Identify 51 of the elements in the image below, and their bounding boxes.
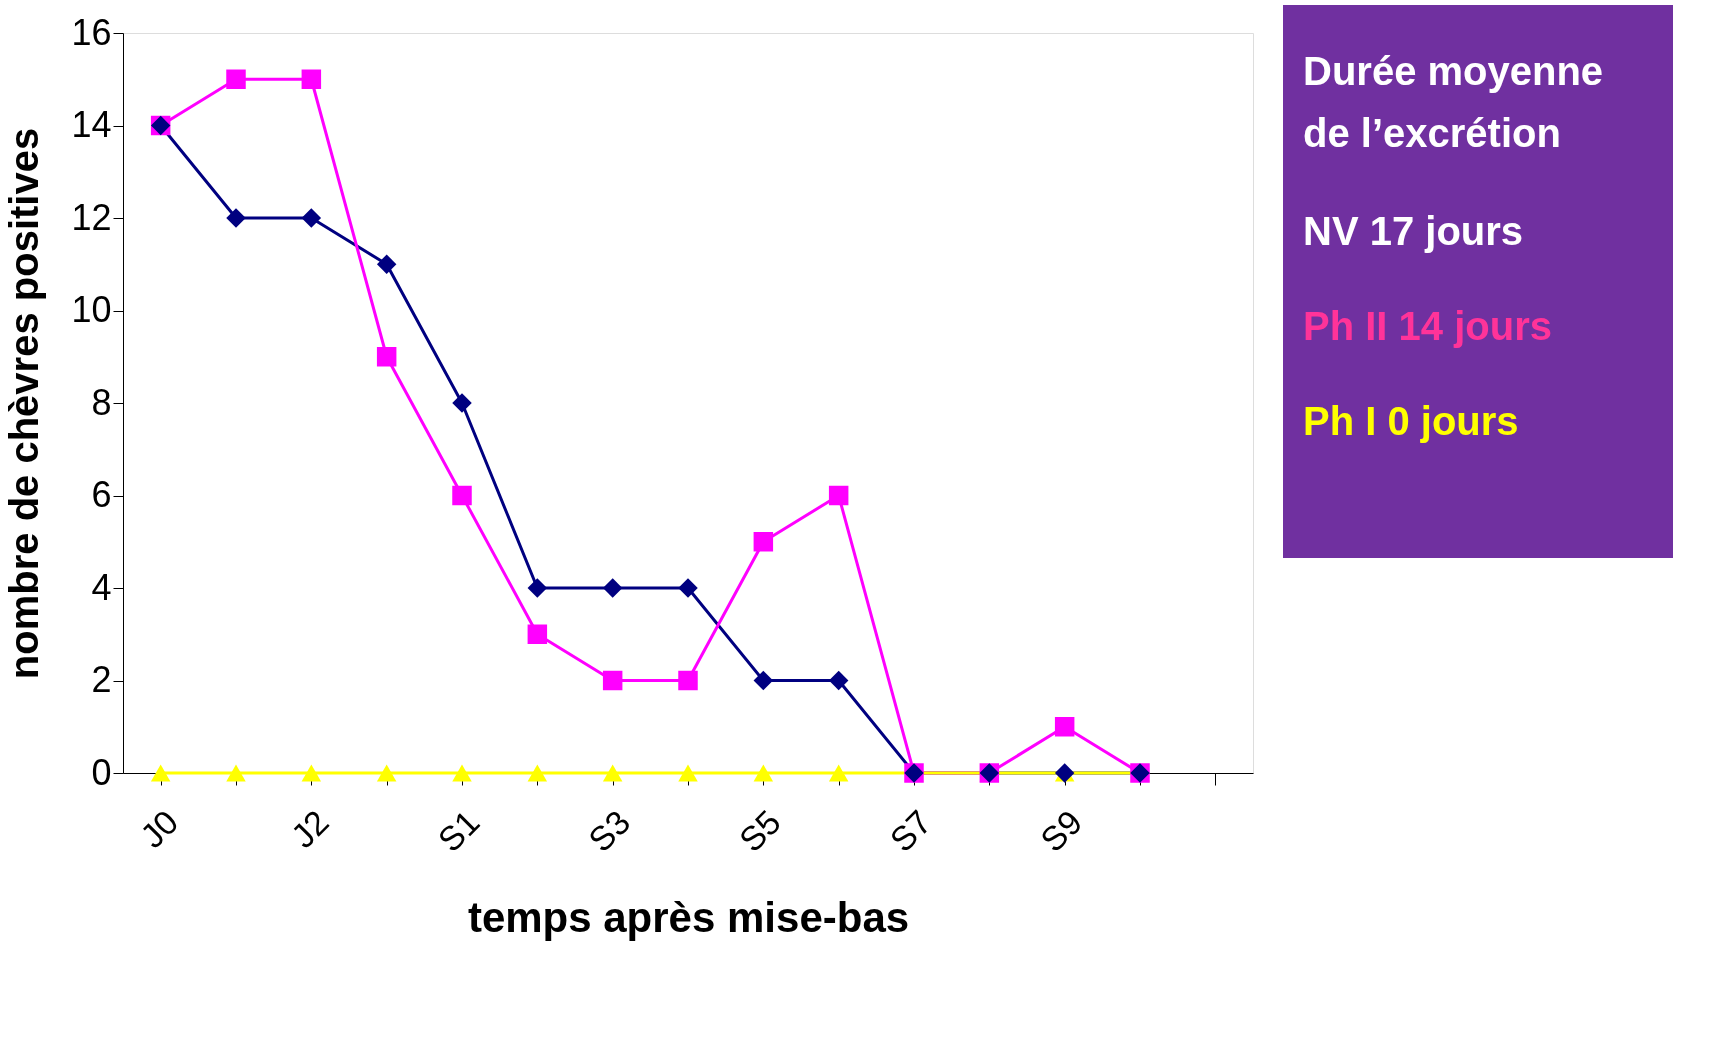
point <box>226 208 246 228</box>
point <box>527 764 548 782</box>
point <box>678 670 698 691</box>
point <box>527 624 548 644</box>
x-tick-label: J2 <box>283 802 336 855</box>
y-tick-label: 6 <box>91 474 112 515</box>
y-tick-label: 16 <box>71 11 112 53</box>
text: Ph II 14 jours <box>1303 304 1552 348</box>
point <box>678 578 698 598</box>
y-tick-label: 10 <box>71 289 112 330</box>
y-tick-label: 8 <box>91 381 112 423</box>
point <box>678 764 698 782</box>
point <box>150 764 171 782</box>
y-tick-label: 14 <box>71 104 112 145</box>
y-tick-label: 2 <box>91 659 112 700</box>
x-tick-label: S1 <box>430 802 487 859</box>
x-tick-label: J0 <box>132 802 186 855</box>
x-axis-title: temps après mise-bas <box>467 893 910 941</box>
point <box>753 670 774 691</box>
point <box>828 764 849 782</box>
text: Ph I 0 jours <box>1303 399 1519 443</box>
y-tick-label: 12 <box>71 196 112 238</box>
point <box>376 254 397 274</box>
point <box>452 485 472 506</box>
point <box>226 764 246 782</box>
point <box>452 764 472 782</box>
y-tick-label: 0 <box>91 751 112 793</box>
point <box>753 764 774 782</box>
point <box>376 764 397 782</box>
point <box>376 347 397 367</box>
point <box>602 764 623 782</box>
x-tick-label: S9 <box>1032 802 1090 859</box>
point <box>301 208 322 228</box>
point <box>301 69 322 89</box>
point <box>602 578 623 598</box>
y-axis-title: nombre de chèvres positives <box>2 127 47 680</box>
text: Durée moyenne de l’excrétion <box>1303 49 1604 155</box>
point <box>753 532 774 552</box>
point <box>226 69 246 89</box>
point <box>828 670 849 691</box>
point <box>828 485 849 506</box>
point <box>527 578 548 598</box>
x-tick-label: S3 <box>580 802 638 859</box>
y-tick-label: 4 <box>91 566 112 608</box>
point <box>452 393 472 413</box>
point <box>301 764 322 782</box>
x-tick-label: S5 <box>731 802 788 859</box>
point <box>1054 717 1075 737</box>
point <box>602 670 623 691</box>
text: NV 17 jours <box>1303 209 1524 253</box>
x-tick-label: S7 <box>882 802 939 859</box>
